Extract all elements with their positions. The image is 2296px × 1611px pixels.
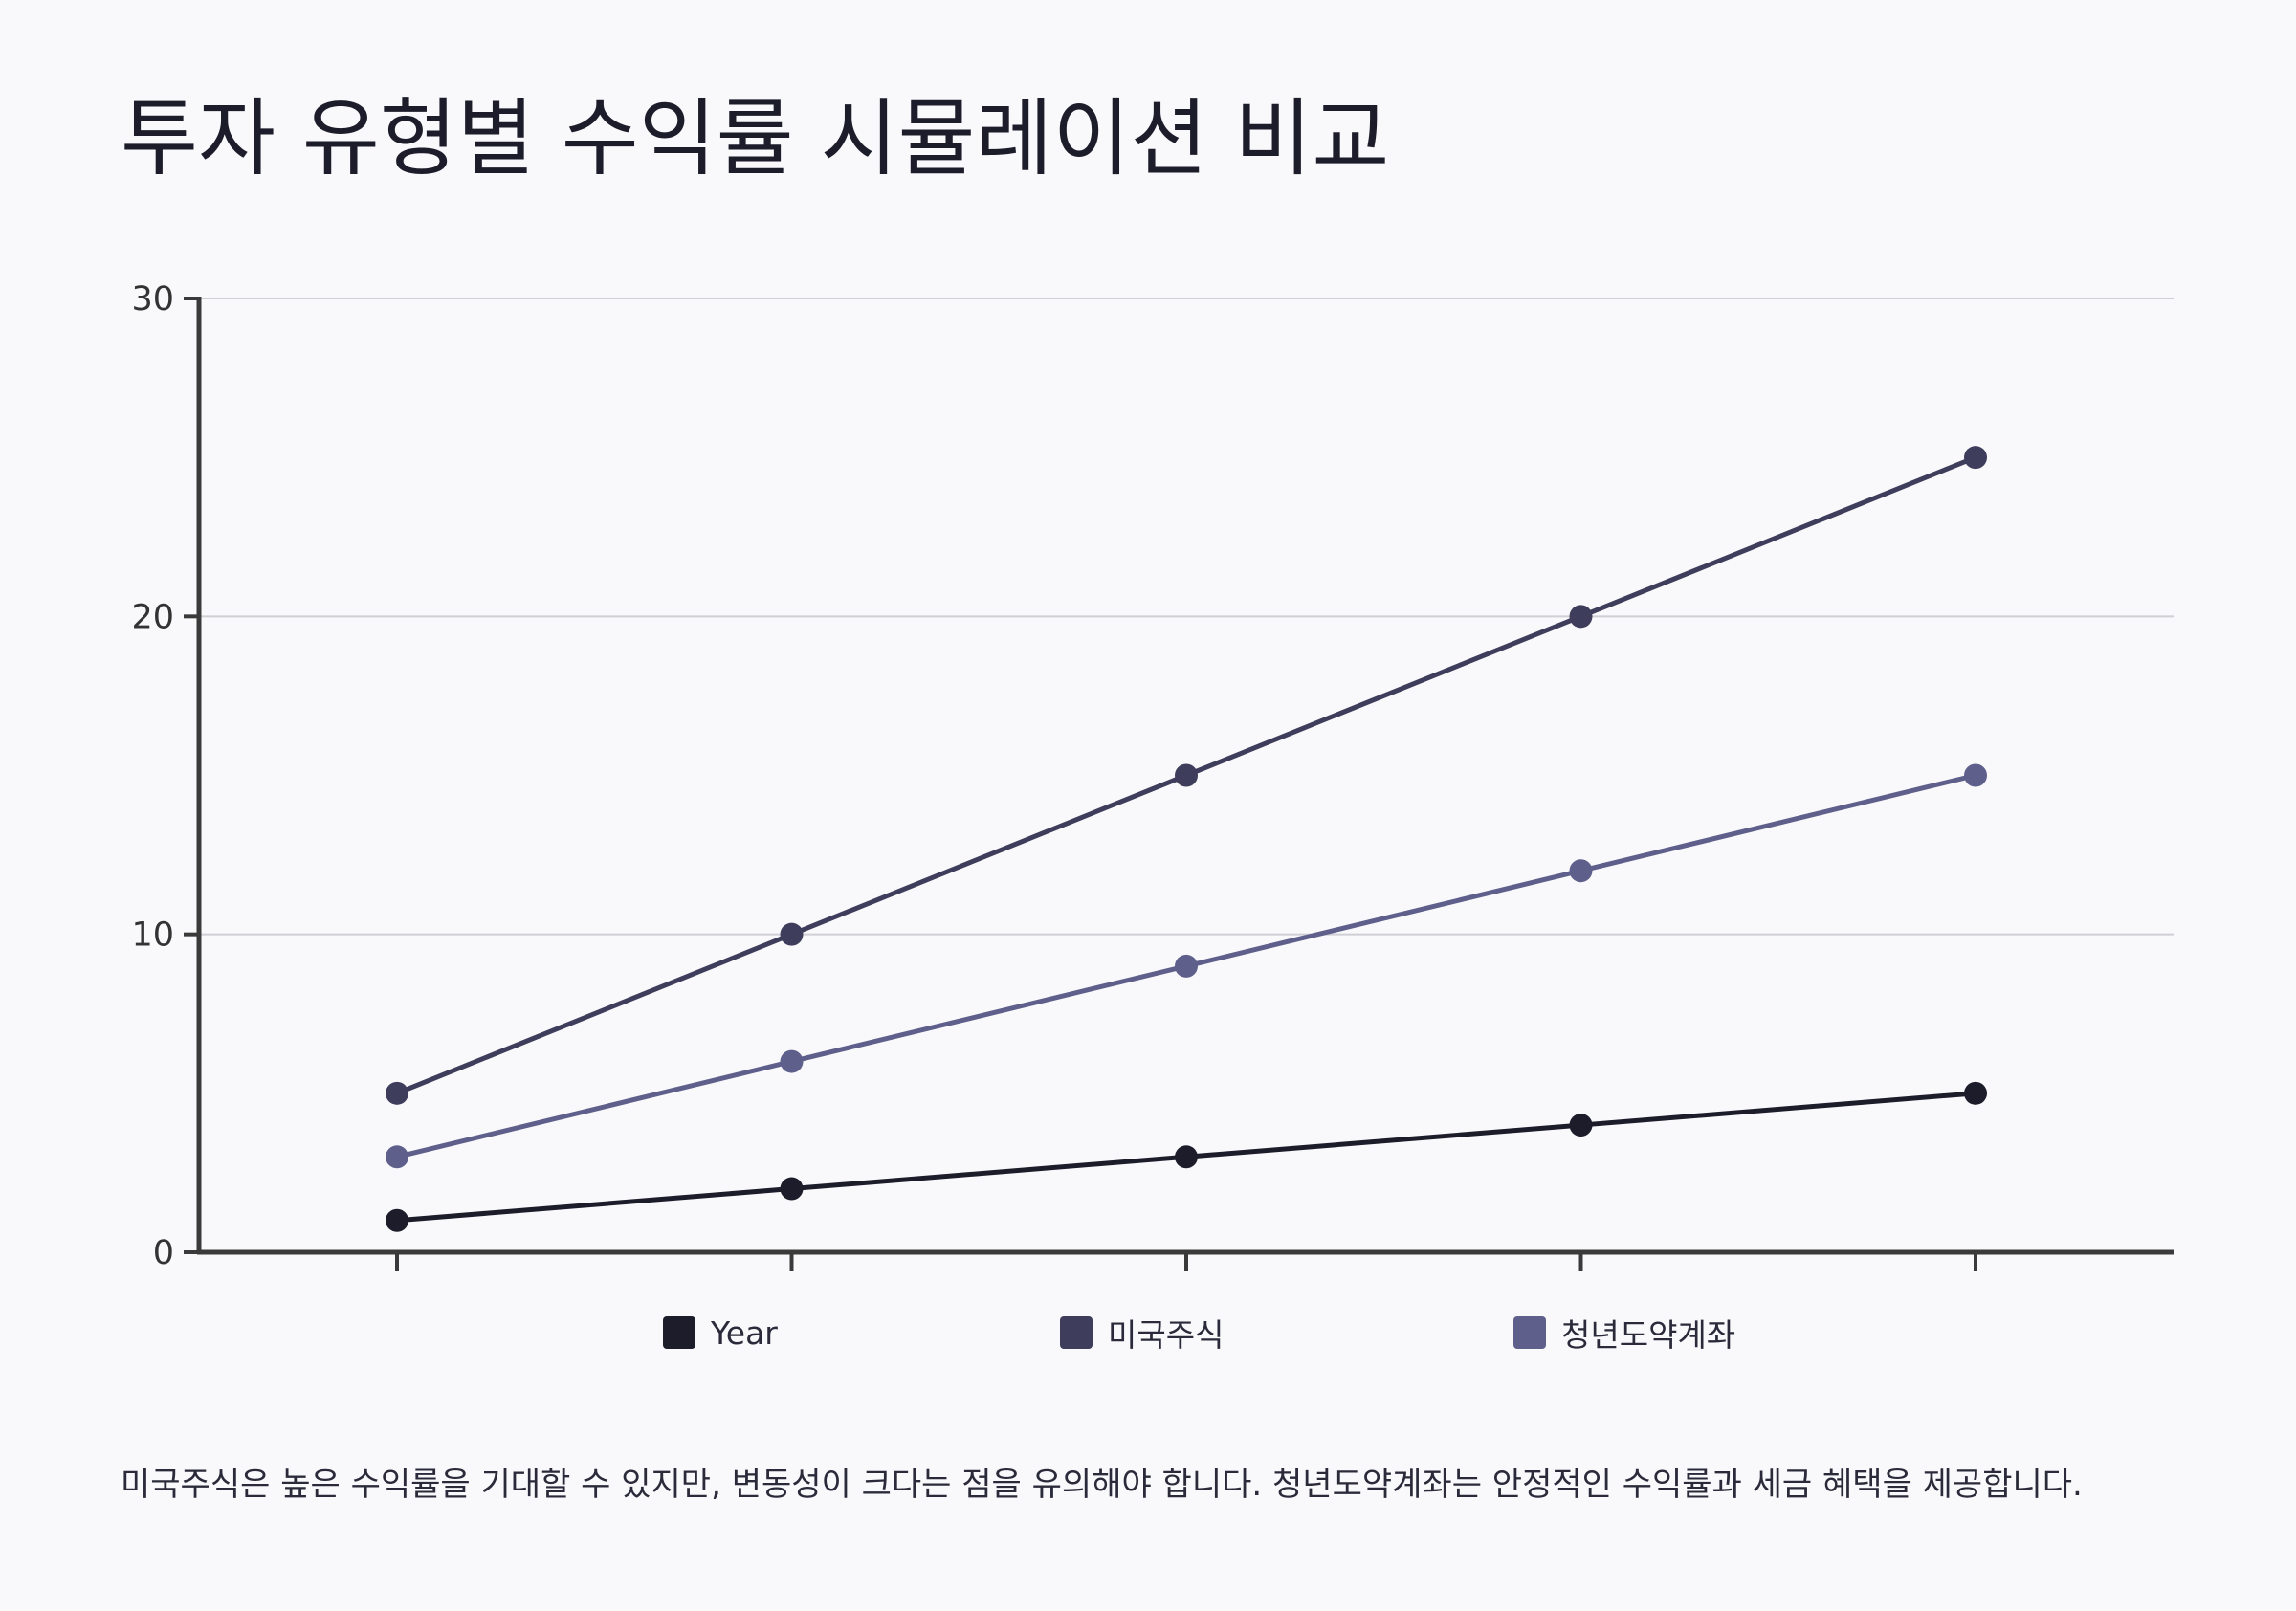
legend-label: Year	[711, 1313, 778, 1352]
legend-swatch	[663, 1316, 695, 1349]
legend-item: Year	[663, 1313, 778, 1352]
data-point	[1175, 1145, 1198, 1169]
legend-item: 청년도약계좌	[1513, 1313, 1735, 1354]
data-point	[386, 1208, 408, 1232]
data-point	[780, 1049, 804, 1073]
data-point	[1964, 1081, 1987, 1105]
legend-item: 미국주식	[1060, 1313, 1224, 1354]
data-point	[386, 1081, 408, 1105]
data-point	[1569, 859, 1593, 883]
legend-label: 미국주식	[1108, 1316, 1225, 1354]
y-tick-label: 10	[131, 916, 174, 955]
y-tick-label: 0	[153, 1234, 174, 1272]
data-point	[1569, 1114, 1593, 1137]
legend-swatch	[1513, 1316, 1546, 1349]
series-lines	[386, 446, 1987, 1232]
data-point	[1175, 763, 1198, 787]
data-point	[1175, 954, 1198, 978]
legend-swatch	[1060, 1316, 1093, 1349]
y-tick-label: 20	[131, 598, 174, 636]
grid-lines	[199, 298, 2174, 936]
data-point	[780, 1177, 804, 1201]
data-point	[386, 1145, 408, 1169]
y-tick-label: 30	[131, 280, 174, 319]
data-point	[780, 922, 804, 946]
chart-legend: Year 미국주식 청년도약계좌	[0, 1313, 2296, 1354]
data-point	[1569, 605, 1593, 629]
chart-caption: 미국주식은 높은 수익률을 기대할 수 있지만, 변동성이 크다는 점을 유의해…	[121, 1466, 2083, 1504]
data-point	[1964, 446, 1987, 470]
legend-label: 청년도약계좌	[1561, 1316, 1736, 1354]
data-point	[1964, 763, 1987, 787]
axes: 0 10 20 30	[131, 280, 2174, 1272]
chart-title: 투자 유형별 수익률 시뮬레이션 비교	[121, 89, 1390, 188]
